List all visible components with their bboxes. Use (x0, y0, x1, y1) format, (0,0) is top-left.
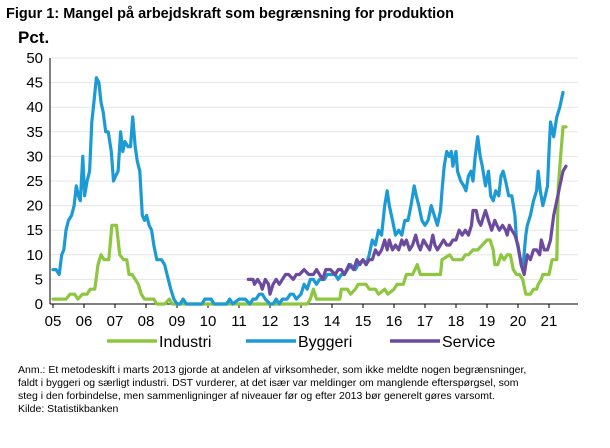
x-tick-label: 05 (45, 313, 62, 330)
series-line-industri (51, 125, 568, 306)
y-tick-label: 35 (26, 124, 43, 141)
y-tick-labels: 0 5 10 15 20 25 30 35 40 45 50 (26, 50, 43, 313)
y-tick-label: 45 (26, 75, 43, 92)
y-tick-label: 40 (26, 99, 43, 116)
chart-title: Figur 1: Mangel på arbejdskraft som begr… (6, 6, 454, 22)
y-tick-label: 50 (26, 50, 43, 67)
note-line: Anm.: Et metodeskift i marts 2013 gjorde… (18, 364, 527, 376)
x-tick-label: 18 (448, 313, 465, 330)
legend: Industri Byggeri Service (107, 334, 495, 351)
series-line-service (246, 164, 568, 296)
x-tick-label: 09 (169, 313, 186, 330)
x-tick-label: 07 (107, 313, 124, 330)
x-tick-label: 15 (355, 313, 372, 330)
note-line: steg i den forbindelse, men sammenlignin… (18, 390, 495, 402)
y-tick-label: 10 (26, 247, 43, 264)
x-tick-label: 10 (200, 313, 217, 330)
y-tick-label: 20 (26, 198, 43, 215)
series-line-byggeri (51, 76, 565, 306)
footnote: Anm.: Et metodeskift i marts 2013 gjorde… (18, 364, 598, 416)
y-tick-label: 25 (26, 173, 43, 190)
x-tick-label: 08 (138, 313, 155, 330)
note-line: faldt i byggeri og særligt industri. DST… (18, 377, 519, 389)
x-tick-label: 16 (386, 313, 403, 330)
source-line: Kilde: Statistikbanken (18, 403, 119, 415)
x-tick-label: 06 (76, 313, 93, 330)
y-gridlines (50, 57, 578, 280)
x-tick-label: 14 (324, 313, 341, 330)
x-tick-label: 11 (231, 313, 247, 330)
x-tick-labels: 05 06 07 08 09 10 11 12 13 14 15 16 17 18 19 20 21 (45, 313, 558, 330)
y-axis-unit-label: Pct. (18, 28, 50, 47)
x-tick-label: 21 (541, 313, 558, 330)
legend-label: Byggeri (298, 334, 352, 351)
legend-label: Industri (159, 334, 211, 351)
y-tick-label: 0 (35, 296, 43, 313)
y-tick-label: 5 (35, 271, 43, 288)
x-tick-label: 19 (479, 313, 496, 330)
x-tick-label: 13 (293, 313, 310, 330)
y-tick-label: 30 (26, 148, 43, 165)
y-tick-label: 15 (26, 222, 43, 239)
legend-label: Service (442, 334, 495, 351)
axes (49, 58, 578, 308)
series-lines (51, 76, 568, 306)
x-tick-label: 20 (510, 313, 527, 330)
x-tick-label: 12 (262, 313, 279, 330)
x-tick-label: 17 (417, 313, 434, 330)
